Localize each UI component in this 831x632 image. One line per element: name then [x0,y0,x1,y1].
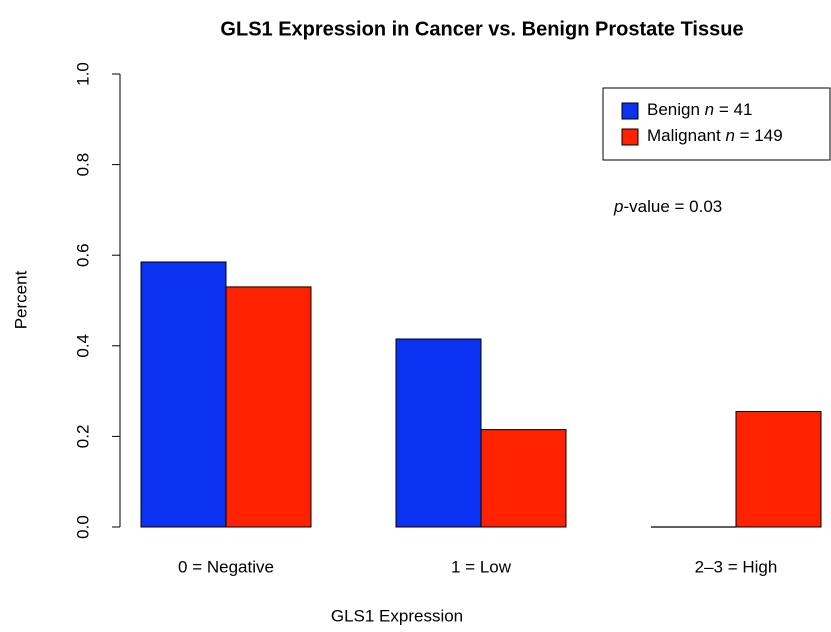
bar [225,286,312,528]
bar [395,338,482,528]
legend-swatch [621,102,639,120]
bar [480,429,567,528]
legend-box [602,87,831,161]
x-tick-label: 0 = Negative [178,557,274,576]
x-tick-label: 2–3 = High [695,557,778,576]
y-tick-label: 0.2 [73,425,92,449]
y-tick-label: 0.8 [73,153,92,177]
x-axis-label: GLS1 Expression [331,606,463,625]
y-tick-label: 0.4 [73,334,92,358]
bar [735,410,822,528]
y-axis-label: Percent [11,270,30,329]
x-tick-label: 1 = Low [451,557,512,576]
annotation: p-value = 0.03 [613,197,722,216]
legend-label: Malignant n = 149 [647,126,783,145]
chart-title: GLS1 Expression in Cancer vs. Benign Pro… [220,18,743,40]
legend-label: Benign n = 41 [647,100,752,119]
y-tick-label: 0.6 [73,243,92,267]
legend-swatch [621,128,639,146]
y-tick-label: 0.0 [73,515,92,539]
y-tick-label: 1.0 [73,62,92,86]
bar [140,261,227,528]
